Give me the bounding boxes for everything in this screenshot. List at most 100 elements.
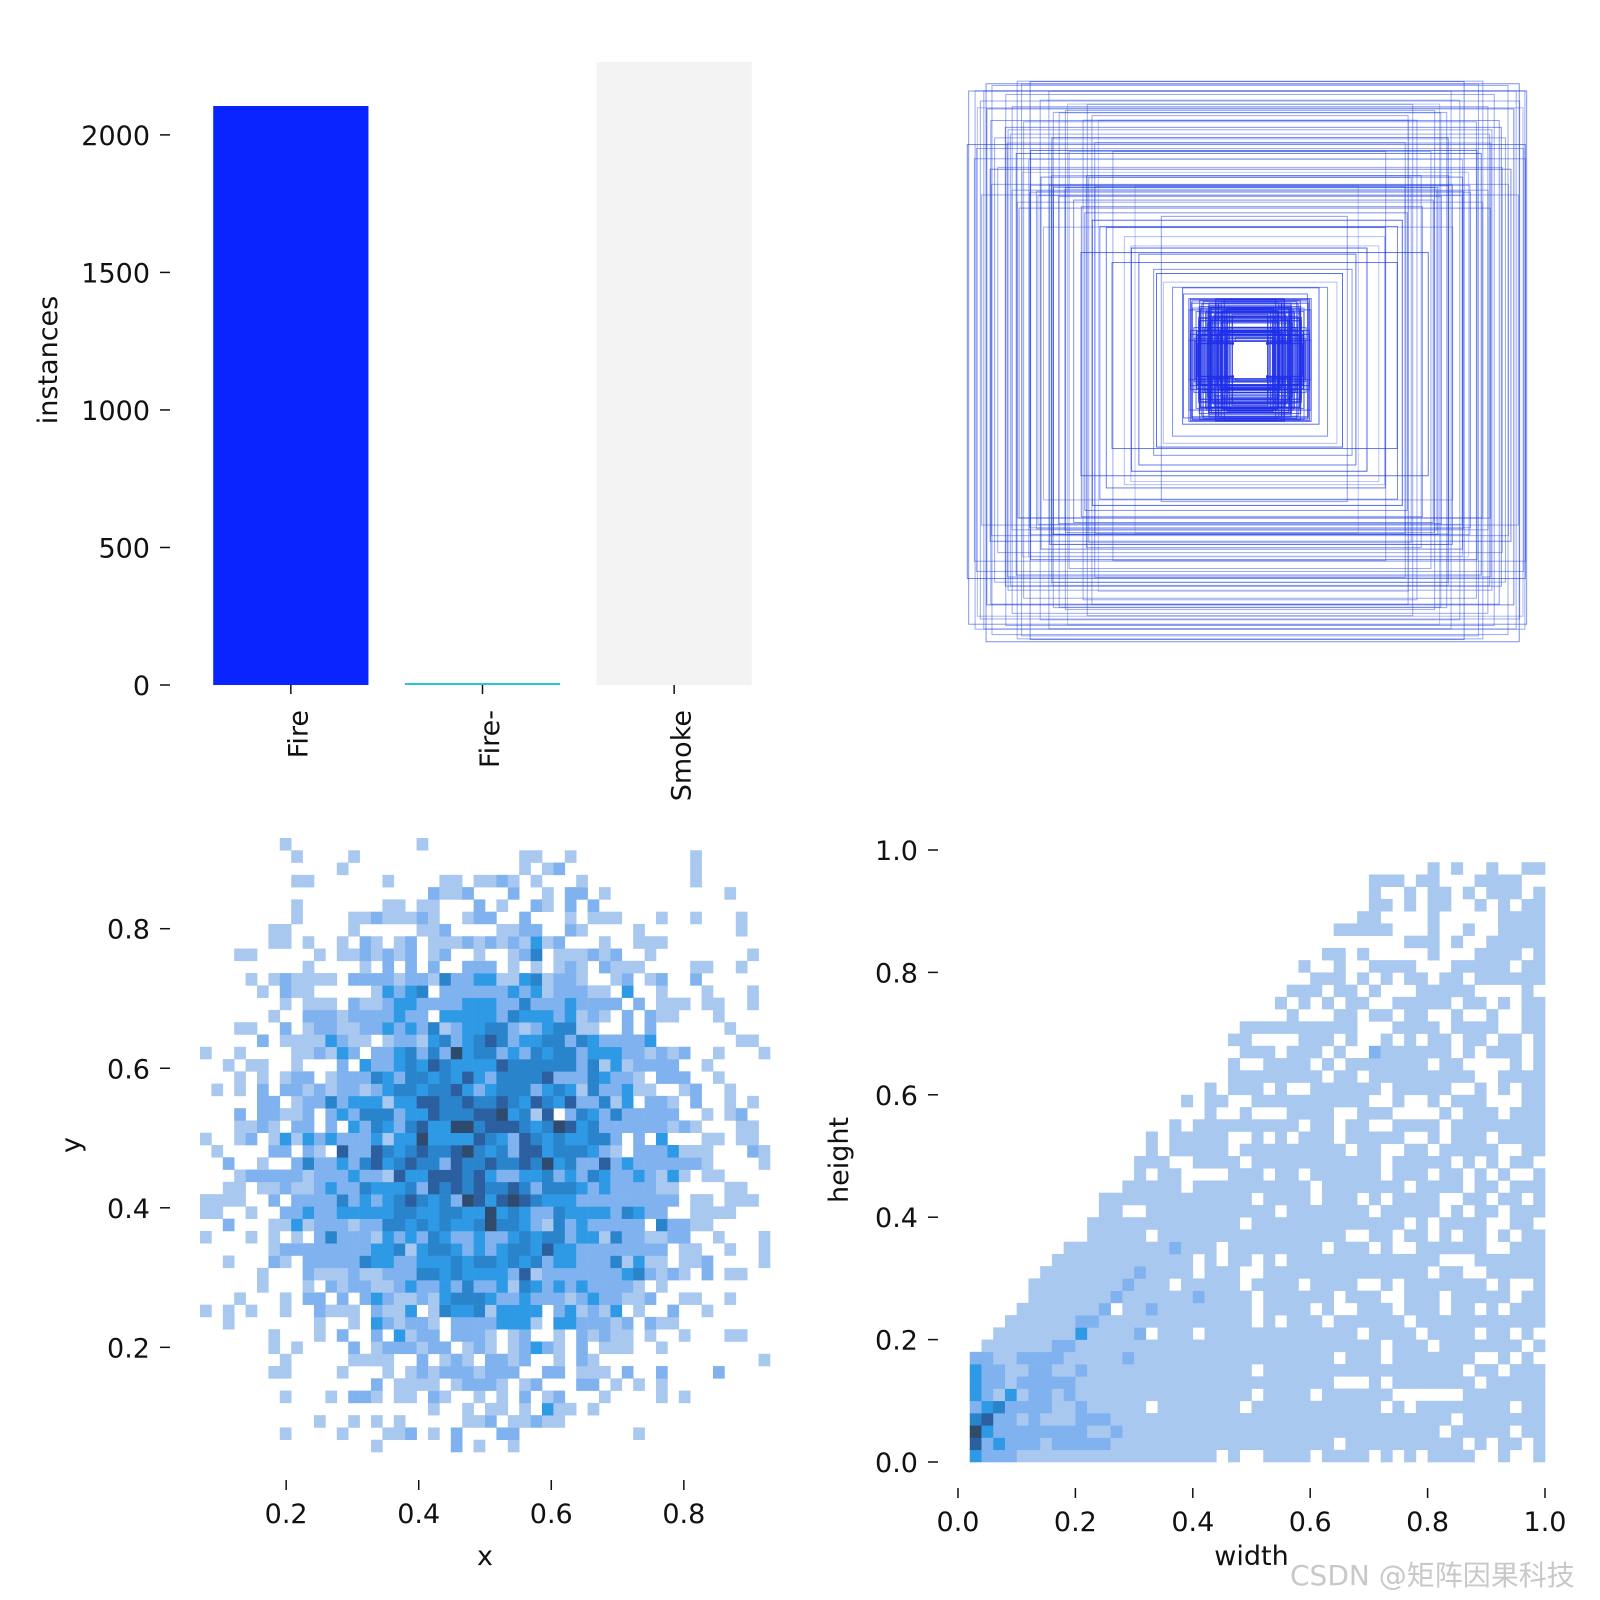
heatmap-cell [1521,1229,1534,1242]
heatmap-cell [553,960,566,974]
heatmap-cell [724,887,737,900]
heatmap-cell [1321,996,1334,1010]
heatmap-cell [542,1046,554,1060]
heatmap-cell [1521,862,1534,875]
heatmap-cell [530,1341,543,1355]
heatmap-cell [633,1427,645,1441]
heatmap-cell [1404,1327,1417,1340]
heatmap-cell [1380,1229,1393,1242]
heatmap-cell [1486,1009,1499,1022]
heatmap-cell [553,973,566,986]
heatmap-cell [1098,1204,1111,1218]
heatmap-cell [485,1316,497,1330]
heatmap-cell [450,1206,463,1219]
heatmap-cell [519,1402,531,1416]
heatmap-cell [496,1390,509,1404]
heatmap-cell [359,997,372,1011]
heatmap-cell [1216,1425,1229,1438]
heatmap-cell [553,1059,566,1072]
heatmap-cell [576,985,588,998]
heatmap-cell [724,1022,737,1035]
heatmap-cell [1169,1131,1182,1145]
heatmap-cell [1004,1351,1017,1365]
heatmap-cell [1181,1241,1194,1255]
heatmap-cell [1451,1351,1464,1365]
heatmap-cell [1192,1241,1205,1255]
heatmap-cell [428,1267,440,1281]
heatmap-cell [969,1364,982,1377]
heatmap-cell [507,1218,520,1232]
heatmap-cell [1263,1204,1276,1218]
heatmap-cell [1075,1339,1088,1353]
heatmap-cell [314,1194,326,1207]
heatmap-cell [1321,1229,1334,1242]
heatmap-cell [690,1095,702,1109]
heatmap-cell [1427,1131,1440,1145]
heatmap-cell [485,874,497,888]
heatmap-cell [1368,1217,1381,1230]
heatmap-cell [1521,1388,1534,1402]
heatmap-cell [633,1059,645,1072]
heatmap-cell [359,1169,372,1183]
heatmap-cell [610,1059,623,1072]
heatmap-cell [439,1095,452,1109]
heatmap-cell [1439,1449,1452,1463]
heatmap-cell [656,911,668,925]
heatmap-cell [735,1034,748,1048]
heatmap-cell [1380,1266,1393,1279]
heatmap-cell [564,1009,577,1023]
heatmap-cell [473,1169,486,1183]
heatmap-cell [1228,1070,1241,1083]
heatmap-cell [1157,1315,1170,1328]
heatmap-cell [485,1230,497,1244]
heatmap-cell [1321,1253,1334,1267]
heatmap-cell [1263,1339,1276,1353]
heatmap-cell [416,1280,429,1293]
heatmap-cell [1087,1413,1100,1426]
heatmap-cell [1486,886,1499,900]
heatmap-cell [234,948,246,962]
heatmap-cell [1122,1437,1135,1451]
heatmap-cell [473,1329,486,1342]
heatmap-cell [1321,1351,1334,1365]
heatmap-cell [1040,1315,1053,1328]
heatmap-cell [1228,1229,1241,1242]
heatmap-cell [610,1206,623,1219]
heatmap-cell [1110,1204,1123,1218]
heatmap-cell [1239,1180,1252,1194]
heatmap-cell [1157,1327,1170,1340]
heatmap-cell [564,1145,577,1158]
heatmap-cell [621,973,634,986]
heatmap-cell [1451,1143,1464,1157]
heatmap-cell [1404,1070,1417,1083]
heatmap-cell [576,1108,588,1121]
heatmap-cell [735,1132,748,1146]
heatmap-cell [1298,1058,1311,1071]
heatmap-cell [1321,1388,1334,1402]
heatmap-cell [530,1292,543,1305]
heatmap-cell [371,1255,383,1269]
heatmap-cell [1462,1192,1475,1206]
heatmap-cell [1392,1425,1405,1438]
heatmap-cell [1040,1388,1053,1402]
heatmap-cell [735,960,748,974]
heatmap-cell [1286,1241,1299,1255]
box-outline [1011,106,1489,614]
heatmap-cell [1298,1192,1311,1206]
heatmap-cell [462,1095,474,1109]
heatmap-cell [1016,1449,1029,1463]
heatmap-cell [542,1181,554,1195]
heatmap-cell [1298,1364,1311,1377]
heatmap-cell [1439,972,1452,985]
heatmap-cell [1415,996,1428,1010]
heatmap-cell [405,1145,417,1158]
heatmap-cell [1439,996,1452,1010]
heatmap-cell [1533,960,1546,973]
heatmap-cell [1110,1266,1123,1279]
heatmap-cell [1004,1413,1017,1426]
heatmap-cell [1040,1327,1053,1340]
heatmap-cell [302,1132,315,1146]
heatmap-cell [1228,1376,1241,1389]
heatmap-cell [473,1009,486,1023]
heatmap-cell [576,948,588,962]
